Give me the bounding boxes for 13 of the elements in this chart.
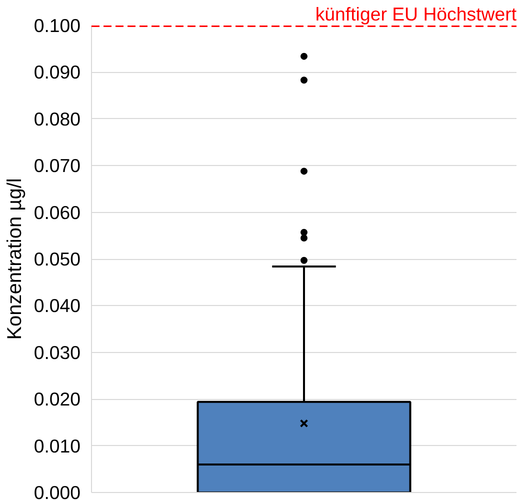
y-tick-label: 0.080: [34, 108, 80, 130]
y-tick-label: 0.000: [34, 482, 80, 500]
y-tick-label: 0.020: [34, 388, 80, 410]
y-tick-label: 0.060: [34, 202, 80, 223]
y-tick-label: 0.030: [34, 342, 80, 363]
y-tick-label: 0.050: [34, 248, 80, 270]
y-tick-label: 0.010: [34, 435, 80, 456]
y-axis-title: Konzentration µg/l: [4, 178, 26, 340]
y-tick-label: 0.040: [34, 295, 80, 316]
y-tick-label: 0.090: [34, 62, 80, 83]
y-tick-label: 0.070: [34, 155, 80, 176]
y-tick-label: 0.100: [34, 15, 80, 36]
ref-line-label: künftiger EU Höchstwert: [315, 4, 518, 24]
